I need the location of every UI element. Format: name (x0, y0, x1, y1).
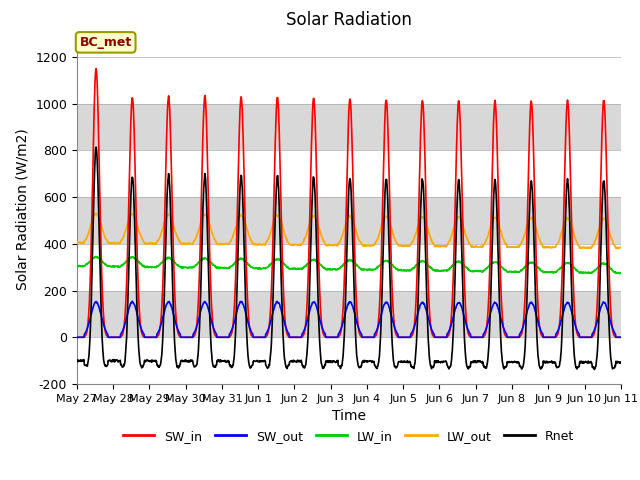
LW_out (194, 229, 202, 235)
Rnet (73, 358, 81, 364)
LW_out (504, 244, 512, 250)
LW_out (255, 241, 263, 247)
SW_out (194, 319, 202, 324)
Rnet (194, 352, 202, 358)
Bar (77, 197, 621, 244)
Text: BC_met: BC_met (79, 36, 132, 49)
LW_out (92, 211, 100, 216)
Rnet (616, 360, 624, 366)
LW_out (433, 243, 441, 249)
LW_in (616, 271, 623, 276)
SW_out (129, 299, 136, 304)
SW_in (255, 335, 263, 340)
Rnet (552, 363, 560, 369)
SW_in (92, 66, 100, 72)
LW_in (552, 268, 560, 274)
Bar (77, 290, 621, 337)
SW_out (255, 335, 263, 340)
Bar (77, 150, 621, 197)
LW_out (614, 246, 622, 252)
Rnet (181, 358, 189, 363)
Title: Solar Radiation: Solar Radiation (286, 11, 412, 29)
SW_in (504, 335, 512, 340)
Rnet (591, 367, 598, 372)
SW_out (504, 335, 512, 340)
Line: SW_in: SW_in (77, 69, 620, 337)
LW_in (73, 263, 81, 269)
Legend: SW_in, SW_out, LW_in, LW_out, Rnet: SW_in, SW_out, LW_in, LW_out, Rnet (118, 425, 579, 448)
SW_out (616, 335, 624, 340)
LW_out (616, 244, 624, 250)
LW_in (194, 260, 202, 265)
Line: SW_out: SW_out (77, 301, 620, 337)
LW_out (552, 243, 560, 249)
Rnet (92, 144, 100, 150)
Line: Rnet: Rnet (77, 147, 620, 370)
Bar (77, 57, 621, 104)
SW_in (433, 335, 441, 340)
X-axis label: Time: Time (332, 409, 366, 423)
SW_out (433, 335, 441, 340)
SW_out (181, 335, 189, 340)
LW_out (181, 241, 189, 247)
Rnet (504, 360, 512, 365)
Bar (77, 104, 621, 150)
LW_in (433, 267, 441, 273)
LW_in (255, 265, 263, 271)
SW_in (181, 335, 189, 340)
SW_out (73, 335, 81, 340)
SW_in (73, 335, 81, 340)
Line: LW_out: LW_out (77, 214, 620, 249)
LW_in (181, 264, 189, 270)
Rnet (255, 358, 263, 364)
SW_in (194, 305, 202, 311)
Line: LW_in: LW_in (77, 256, 620, 274)
LW_out (73, 239, 81, 245)
SW_in (616, 335, 624, 340)
Bar (77, 337, 621, 384)
LW_in (92, 253, 100, 259)
SW_in (552, 334, 560, 339)
Rnet (433, 359, 441, 364)
SW_out (552, 331, 560, 336)
LW_in (616, 270, 624, 276)
LW_in (504, 269, 512, 275)
Bar (77, 244, 621, 290)
Y-axis label: Solar Radiation (W/m2): Solar Radiation (W/m2) (15, 128, 29, 289)
